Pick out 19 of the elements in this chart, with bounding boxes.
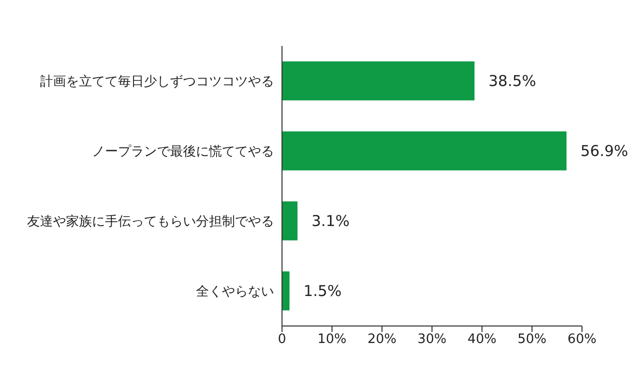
y-tick-label: 計画を立てて毎日少しずつコツコツやる [40,74,274,90]
bar [282,201,298,240]
x-tick-label: 0 [278,332,286,348]
bar [282,61,474,100]
data-label: 38.5% [488,72,536,90]
y-tick-label: 全くやらない [196,284,274,300]
bar [282,271,290,310]
x-tick-label: 30% [418,332,446,348]
y-tick-label: 友達や家族に手伝ってもらい分担制でやる [27,214,274,230]
x-tick-label: 10% [318,332,346,348]
data-label: 56.9% [580,142,628,160]
bar [282,131,566,170]
data-label: 1.5% [304,282,342,300]
y-tick-label: ノープランで最後に慌ててやる [92,144,274,160]
x-tick-label: 20% [368,332,396,348]
data-label: 3.1% [312,212,350,230]
x-tick-label: 40% [468,332,496,348]
x-tick-label: 50% [518,332,546,348]
x-tick-label: 60% [568,332,596,348]
